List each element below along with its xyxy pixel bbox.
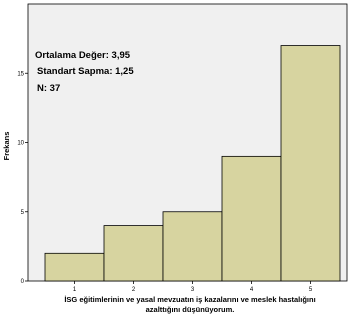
x-axis-label-line-2: azalttığını düşünüyorum.	[146, 305, 235, 314]
x-tick-label-1: 1	[73, 287, 77, 293]
x-tick-label-4: 4	[250, 287, 254, 293]
x-tick-label-5: 5	[309, 287, 313, 293]
y-axis-label: Frekans	[2, 132, 11, 161]
stat-n: N: 37	[37, 83, 60, 94]
bar-5	[280, 45, 341, 282]
bar-2	[103, 225, 164, 282]
bar-4	[221, 155, 282, 282]
bar-3	[162, 211, 223, 282]
x-axis-ticks: 1 2 3 4 5	[73, 281, 313, 293]
stat-std-dev: Standart Sapma: 1,25	[37, 66, 134, 77]
y-tick-label-10: 10	[17, 141, 24, 147]
y-axis-ticks: 0 5 10 15	[17, 71, 28, 285]
y-tick-label-15: 15	[17, 71, 24, 77]
x-tick-label-2: 2	[132, 287, 136, 293]
bar-1	[44, 252, 105, 282]
x-axis-label-line-1: İSG eğitimlerinin ve yasal mevzuatın iş …	[64, 295, 315, 304]
y-tick-label-5: 5	[21, 210, 25, 216]
statistics-box: Ortalama Değer: 3,95 Standart Sapma: 1,2…	[35, 50, 134, 94]
y-tick-label-0: 0	[21, 279, 25, 285]
x-tick-label-3: 3	[191, 287, 195, 293]
stat-mean: Ortalama Değer: 3,95	[35, 50, 131, 61]
bars-group	[44, 45, 341, 282]
